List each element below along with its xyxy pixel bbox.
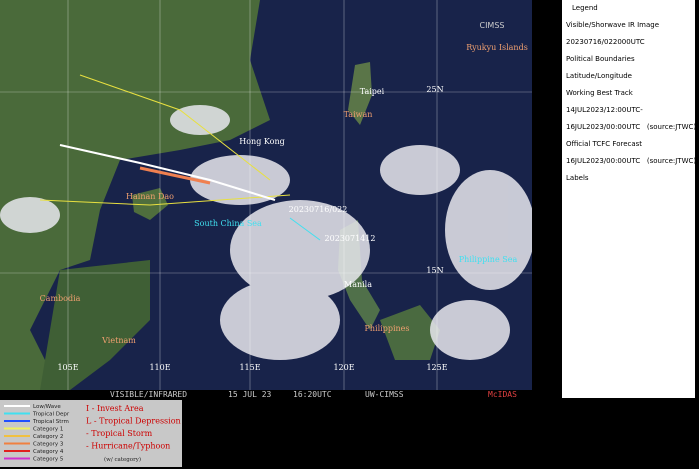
map-label: South China Sea	[194, 219, 262, 228]
map-label: 105E	[57, 363, 78, 372]
legend-line-label: Category 4	[33, 449, 64, 455]
map-label: Hainan Dao	[126, 192, 174, 201]
legend-item: Latitude/Longitude	[566, 72, 632, 80]
legend-symbol-label: - Hurricane/Typhoon	[86, 442, 170, 451]
legend-line-label: Category 1	[33, 427, 63, 433]
map-label: Cambodia	[40, 294, 81, 303]
legend-symbol-label: (w/ category)	[104, 456, 141, 463]
legend-symbol-label: I - Invest Area	[86, 404, 144, 413]
bar-text: VISIBLE/INFRARED	[110, 390, 188, 399]
map-label: 115E	[239, 363, 260, 372]
legend-symbol-label: L - Tropical Depression	[86, 417, 181, 426]
map-label: Vietnam	[101, 336, 136, 345]
legend-line-label: Tropical Strm	[32, 419, 69, 425]
map-label: Taipei	[360, 87, 385, 96]
legend-line-label: Category 2	[33, 434, 63, 440]
legend-item: Visible/Shorwave IR Image	[566, 21, 660, 29]
legend-item: 16JUL2023/00:00UTC (source:JTWC)	[566, 123, 697, 131]
map-label: Taiwan	[344, 110, 373, 119]
legend-panel: Legend Visible/Shorwave IR Image 20230716/…	[562, 0, 697, 398]
legend-symbol-label: - Tropical Storm	[86, 429, 153, 438]
legend-line-label: Category 5	[33, 457, 64, 463]
map-label: 120E	[333, 363, 354, 372]
bar-text: 15 JUL 23	[228, 390, 272, 399]
track-legend: Low/Wave Tropical Depr Tropical Strm Catego…	[0, 400, 182, 467]
map-label: 125E	[426, 363, 447, 372]
legend-item: Legend	[572, 4, 598, 12]
logo: CIMSS	[479, 21, 504, 30]
map-label: 2023071412	[325, 234, 376, 243]
legend-item: Political Boundaries	[566, 55, 635, 63]
legend-item: 16JUL2023/00:00UTC (source:JTWC)	[566, 157, 697, 165]
map-label: Philippine Sea	[459, 255, 518, 264]
legend-item: Labels	[566, 174, 589, 182]
legend-line-label: Low/Wave	[33, 404, 61, 410]
map-label: Hong Kong	[239, 137, 284, 146]
legend-item: 20230716/022000UTC	[566, 38, 645, 46]
satellite-map: Ryukyu Islands Taipei Taiwan Hong Kong Haina…	[0, 0, 532, 390]
bar-text: 16:20UTC	[293, 390, 332, 399]
bar-text: McIDAS	[488, 390, 517, 399]
legend-item: Official TCFC Forecast	[566, 140, 643, 148]
map-label: 25N	[426, 85, 443, 94]
legend-line-label: Category 3	[33, 442, 64, 448]
map-label: 15N	[426, 266, 443, 275]
map-label: 110E	[149, 363, 170, 372]
map-label: 20230716/022	[289, 205, 348, 214]
bar-text: UW-CIMSS	[365, 390, 404, 399]
legend-item: Working Best Track	[566, 89, 633, 97]
map-label: Ryukyu Islands	[466, 43, 528, 52]
legend-item: 14JUL2023/12:00UTC-	[566, 106, 643, 114]
map-label: Manila	[344, 280, 372, 289]
bottom-bar: VISIBLE/INFRARED 15 JUL 23 16:20UTC UW-CIMS…	[0, 390, 532, 400]
map-label: Philippines	[364, 324, 409, 333]
legend-line-label: Tropical Depr	[32, 412, 70, 418]
